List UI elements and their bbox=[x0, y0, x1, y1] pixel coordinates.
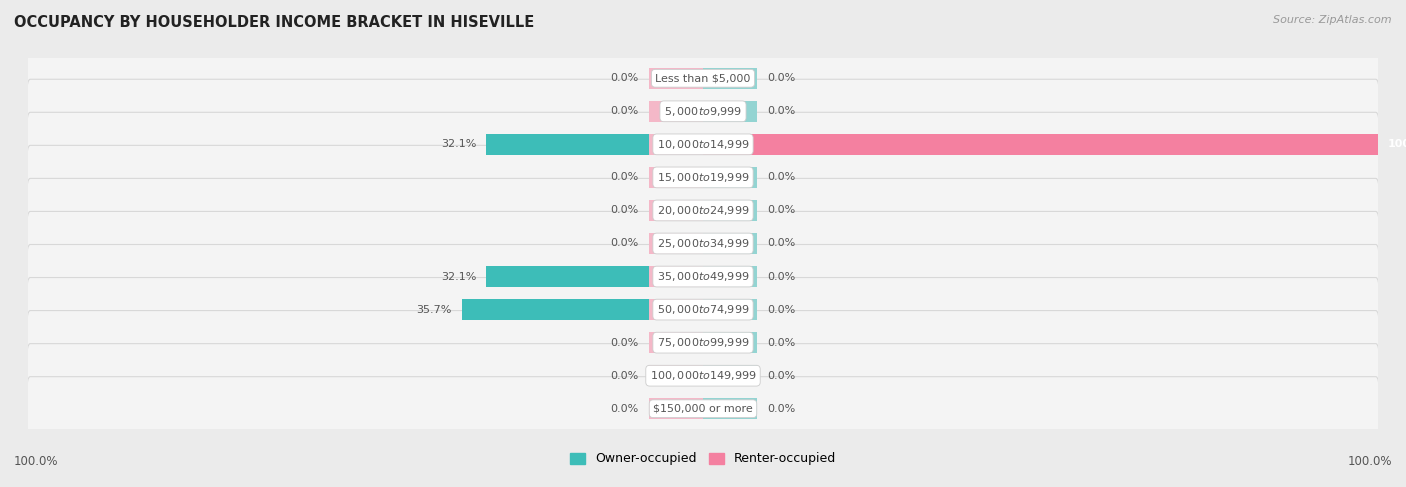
Text: 0.0%: 0.0% bbox=[610, 371, 638, 381]
Text: 0.0%: 0.0% bbox=[610, 172, 638, 183]
Bar bbox=[486, 266, 703, 287]
Bar bbox=[703, 167, 756, 187]
Bar bbox=[650, 333, 703, 353]
Text: 0.0%: 0.0% bbox=[768, 206, 796, 215]
Bar bbox=[650, 68, 703, 89]
Bar bbox=[703, 200, 756, 221]
Text: 32.1%: 32.1% bbox=[441, 139, 477, 150]
Bar bbox=[703, 266, 756, 287]
Bar bbox=[463, 300, 703, 320]
Text: 0.0%: 0.0% bbox=[768, 272, 796, 281]
Bar bbox=[650, 266, 703, 287]
Legend: Owner-occupied, Renter-occupied: Owner-occupied, Renter-occupied bbox=[565, 448, 841, 470]
Bar bbox=[650, 398, 703, 419]
Bar bbox=[703, 233, 756, 254]
Text: 0.0%: 0.0% bbox=[768, 304, 796, 315]
Text: 0.0%: 0.0% bbox=[610, 73, 638, 83]
Bar bbox=[703, 68, 756, 89]
Text: $75,000 to $99,999: $75,000 to $99,999 bbox=[657, 336, 749, 349]
Text: 0.0%: 0.0% bbox=[610, 206, 638, 215]
Text: 0.0%: 0.0% bbox=[610, 404, 638, 414]
Text: OCCUPANCY BY HOUSEHOLDER INCOME BRACKET IN HISEVILLE: OCCUPANCY BY HOUSEHOLDER INCOME BRACKET … bbox=[14, 15, 534, 30]
FancyBboxPatch shape bbox=[27, 244, 1379, 309]
Bar bbox=[703, 134, 756, 154]
Text: Source: ZipAtlas.com: Source: ZipAtlas.com bbox=[1274, 15, 1392, 25]
Text: Less than $5,000: Less than $5,000 bbox=[655, 73, 751, 83]
Text: 0.0%: 0.0% bbox=[768, 371, 796, 381]
Bar bbox=[703, 134, 1378, 154]
FancyBboxPatch shape bbox=[27, 211, 1379, 276]
Text: $35,000 to $49,999: $35,000 to $49,999 bbox=[657, 270, 749, 283]
FancyBboxPatch shape bbox=[27, 112, 1379, 176]
Bar bbox=[650, 167, 703, 187]
FancyBboxPatch shape bbox=[27, 178, 1379, 243]
Bar bbox=[650, 101, 703, 122]
Text: $15,000 to $19,999: $15,000 to $19,999 bbox=[657, 171, 749, 184]
Text: 0.0%: 0.0% bbox=[768, 337, 796, 348]
Bar bbox=[703, 300, 756, 320]
Bar bbox=[650, 233, 703, 254]
Text: 35.7%: 35.7% bbox=[416, 304, 451, 315]
FancyBboxPatch shape bbox=[27, 311, 1379, 375]
FancyBboxPatch shape bbox=[27, 278, 1379, 342]
Text: 0.0%: 0.0% bbox=[610, 106, 638, 116]
Text: 0.0%: 0.0% bbox=[768, 239, 796, 248]
Bar bbox=[703, 365, 756, 386]
Bar bbox=[703, 101, 756, 122]
Bar bbox=[650, 300, 703, 320]
Text: $100,000 to $149,999: $100,000 to $149,999 bbox=[650, 369, 756, 382]
Text: 0.0%: 0.0% bbox=[610, 337, 638, 348]
Text: 100.0%: 100.0% bbox=[1388, 139, 1406, 150]
Text: 0.0%: 0.0% bbox=[610, 239, 638, 248]
Text: $20,000 to $24,999: $20,000 to $24,999 bbox=[657, 204, 749, 217]
Bar bbox=[703, 333, 756, 353]
Text: 32.1%: 32.1% bbox=[441, 272, 477, 281]
Text: $25,000 to $34,999: $25,000 to $34,999 bbox=[657, 237, 749, 250]
FancyBboxPatch shape bbox=[27, 344, 1379, 408]
Text: 100.0%: 100.0% bbox=[1347, 454, 1392, 468]
Bar bbox=[650, 200, 703, 221]
Bar bbox=[486, 134, 703, 154]
Bar bbox=[703, 398, 756, 419]
Text: $10,000 to $14,999: $10,000 to $14,999 bbox=[657, 138, 749, 151]
FancyBboxPatch shape bbox=[27, 79, 1379, 143]
Text: 0.0%: 0.0% bbox=[768, 404, 796, 414]
Text: $150,000 or more: $150,000 or more bbox=[654, 404, 752, 414]
Text: 0.0%: 0.0% bbox=[768, 106, 796, 116]
Text: 100.0%: 100.0% bbox=[14, 454, 59, 468]
Text: 0.0%: 0.0% bbox=[768, 172, 796, 183]
Text: 0.0%: 0.0% bbox=[768, 73, 796, 83]
Bar bbox=[650, 365, 703, 386]
Bar bbox=[650, 134, 703, 154]
Text: $50,000 to $74,999: $50,000 to $74,999 bbox=[657, 303, 749, 316]
FancyBboxPatch shape bbox=[27, 46, 1379, 111]
Text: $5,000 to $9,999: $5,000 to $9,999 bbox=[664, 105, 742, 118]
FancyBboxPatch shape bbox=[27, 376, 1379, 441]
FancyBboxPatch shape bbox=[27, 145, 1379, 209]
